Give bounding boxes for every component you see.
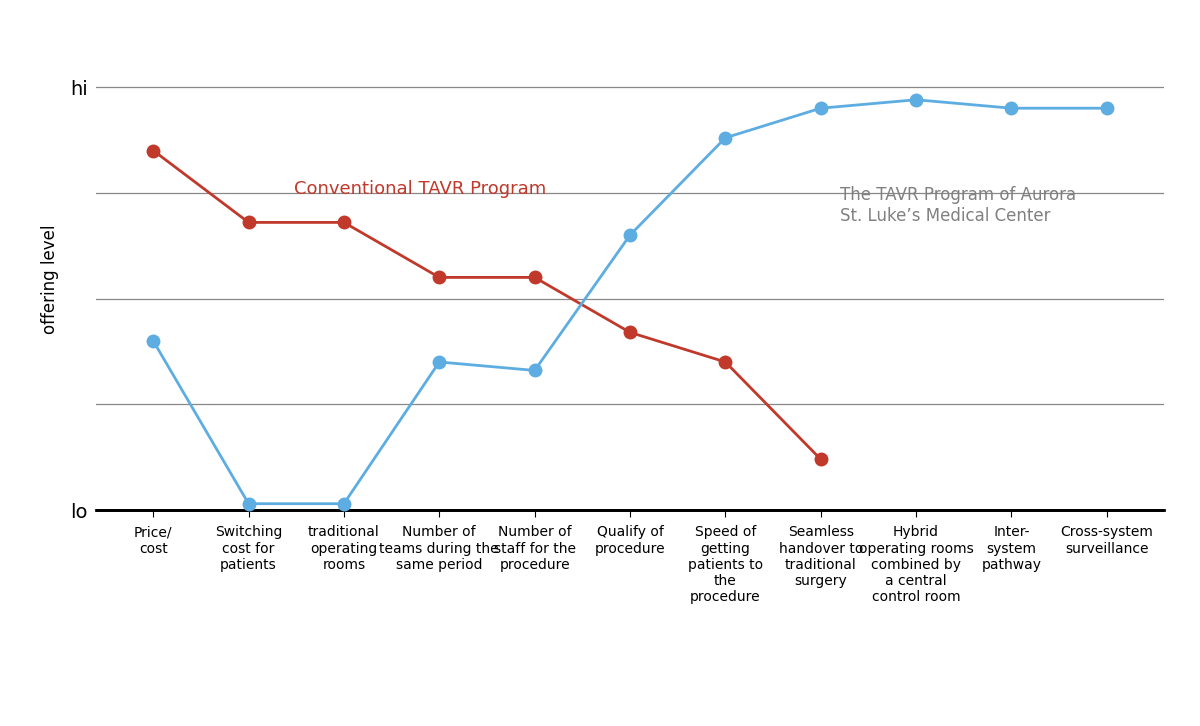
Y-axis label: offering level: offering level <box>41 225 59 334</box>
Text: Conventional TAVR Program: Conventional TAVR Program <box>294 179 546 197</box>
Text: The TAVR Program of Aurora
St. Luke’s Medical Center: The TAVR Program of Aurora St. Luke’s Me… <box>840 186 1076 225</box>
